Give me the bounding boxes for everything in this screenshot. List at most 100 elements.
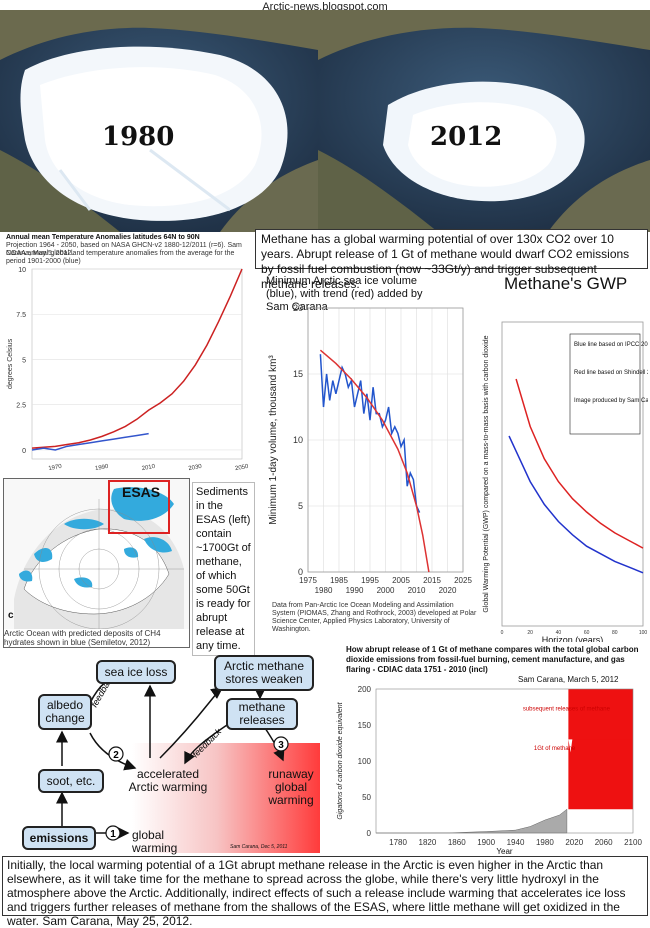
node-emissions: emissions [22,826,96,850]
x-tick-label: 2030 [188,464,203,472]
x-tick-label: 1860 [448,838,466,847]
x-tick-label: 2100 [624,838,642,847]
feedback-diagram: 1 2 3 feedback feedback sea ice loss Arc… [0,648,325,856]
x-tick-label: 2020 [565,838,583,847]
year-label-2012: 2012 [430,122,503,152]
panel-corner-letter: c [8,610,14,621]
y-axis-label: Minimum 1-day volume, thousand km³ [268,355,279,525]
diagram-credit: Sam Carana, Dec 5, 2011 [230,844,288,850]
series-line-1 [319,349,430,573]
chart-subtitle-2: NOAA annual global land temperature anom… [6,250,235,265]
sea-ice-volume-chart: Minimum Arctic sea ice volume (blue), wi… [258,272,478,633]
series-line-1 [31,432,149,451]
x-tick-label: 2010 [141,464,156,472]
feedback-label-2: feedback [190,726,223,759]
x-tick-label: 2050 [235,464,250,472]
node-methane-releases: methane releases [226,698,298,730]
x-tick-label: 40 [556,630,562,636]
x-tick-label: 1995 [361,576,379,585]
methane-gwp-chart: Methane's GWP 0 20 40 60 80 100 Horizon (years… [478,272,648,642]
y-tick-label: 0 [298,567,303,577]
y-tick-label: 2.5 [16,403,26,410]
node-runaway-global-warming: runaway global warming [268,767,314,807]
co2-emissions-area [376,808,568,834]
year-label-1980: 1980 [102,122,175,152]
plot-frame [375,688,634,834]
x-tick-label: 1985 [330,576,348,585]
x-tick-label: 2015 [423,576,441,585]
node-soot: soot, etc. [38,769,104,793]
x-tick-label: 1900 [477,838,495,847]
step-2-number: 2 [113,750,119,761]
series-line-1 [508,435,644,574]
x-tick-label: 1980 [536,838,554,847]
node-albedo-change: albedo change [38,694,92,730]
y-tick-label: 15 [293,369,303,379]
plot-frame [31,268,243,460]
chart-title: Minimum Arctic sea ice volume (blue), wi… [266,275,423,313]
x-tick-label: 100 [639,630,648,636]
y-axis-label: Gigatons of carbon dioxide equivalent [337,701,344,819]
esas-caption: Arctic Ocean with predicted deposits of … [4,629,161,647]
chart-plot: 0 50 100 150 200 1780 1820 1860 1900 1940 1980 2020… [337,685,642,855]
y-tick-label: 5 [22,357,26,364]
y-axis-label: Global Warming Potential (GWP) compared … [483,335,490,612]
step-1-number: 1 [110,829,116,840]
x-tick-label: 1990 [95,464,110,472]
y-tick-label: 0 [367,829,372,838]
chart-plot: 0 2.5 5 7.5 10 1970 1990 2010 2030 2050 degrees Ce… [7,267,250,472]
legend-entry: Image produced by Sam Carana May 23, 201… [574,398,648,404]
y-tick-label: 0 [22,448,26,455]
x-tick-label: 1970 [48,464,63,472]
x-tick-label: 1975 [299,576,317,585]
x-tick-label: 20 [527,630,533,636]
legend-entry: Red line based on Shindell 2009 [574,370,648,376]
step-3-number: 3 [278,740,284,751]
chart-title: Annual mean Temperature Anomalies latitu… [6,234,200,241]
chart-credit: Sam Carana, March 5, 2012 [518,675,619,684]
x-tick-label: 1780 [389,838,407,847]
legend-entry: Blue line based on IPCC 2007 [574,342,648,348]
x-tick-label: 2005 [392,576,410,585]
y-tick-label: 10 [18,267,26,274]
series-line-0 [319,354,421,513]
y-tick-label: 200 [358,685,372,694]
methane-release-block [568,689,633,740]
y-tick-label: 50 [362,793,371,802]
sea-ice-map-1980: 1980 [0,10,318,232]
chart-title: How abrupt release of 1 Gt of methane co… [346,645,639,674]
annotation: subsequent releases of methane [523,707,611,713]
node-global-warming: global warming [132,828,178,855]
x-tick-label: 1820 [419,838,437,847]
temperature-anomaly-chart: Annual mean Temperature Anomalies latitu… [2,233,252,478]
x-tick-label: 2010 [408,586,426,595]
bottom-explanation-text: Initially, the local warming potential o… [2,856,648,928]
x-tick-label: 2020 [439,586,457,595]
x-tick-label: 1940 [507,838,525,847]
y-axis-label: degrees Celsius [7,338,14,389]
y-tick-label: 7.5 [16,312,26,319]
legend-box [569,333,641,435]
methane-co2-comparison-chart: How abrupt release of 1 Gt of methane co… [328,645,648,855]
chart-title: Methane's GWP [504,274,628,293]
x-tick-label: 60 [584,630,590,636]
plot-frame [307,307,464,573]
y-tick-label: 10 [293,435,303,445]
x-tick-label: 2060 [595,838,613,847]
y-tick-label: 20 [293,303,303,313]
node-accelerated-arctic-warming: accelerated Arctic warming [128,767,208,794]
x-axis-label: Horizon (years) [542,635,604,642]
x-axis-label: Year [496,847,513,855]
esas-sediment-text: Sediments in the ESAS (left) contain ~17… [192,482,255,656]
x-tick-label: 80 [612,630,618,636]
y-tick-label: 100 [358,757,372,766]
chart-source: Data from Pan-Arctic Ice Ocean Modeling … [272,602,477,633]
esas-label: ESAS [122,484,161,500]
x-tick-label: 2025 [454,576,472,585]
node-arctic-methane-stores: Arctic methane stores weaken [214,655,314,691]
plot-frame [501,321,644,627]
esas-map: ESAS c Arctic Ocean with predicted depos… [3,478,190,648]
annotation: 1Gt of methane [534,746,576,752]
node-sea-ice-loss: sea ice loss [96,660,176,684]
x-tick-label: 0 [501,630,504,636]
